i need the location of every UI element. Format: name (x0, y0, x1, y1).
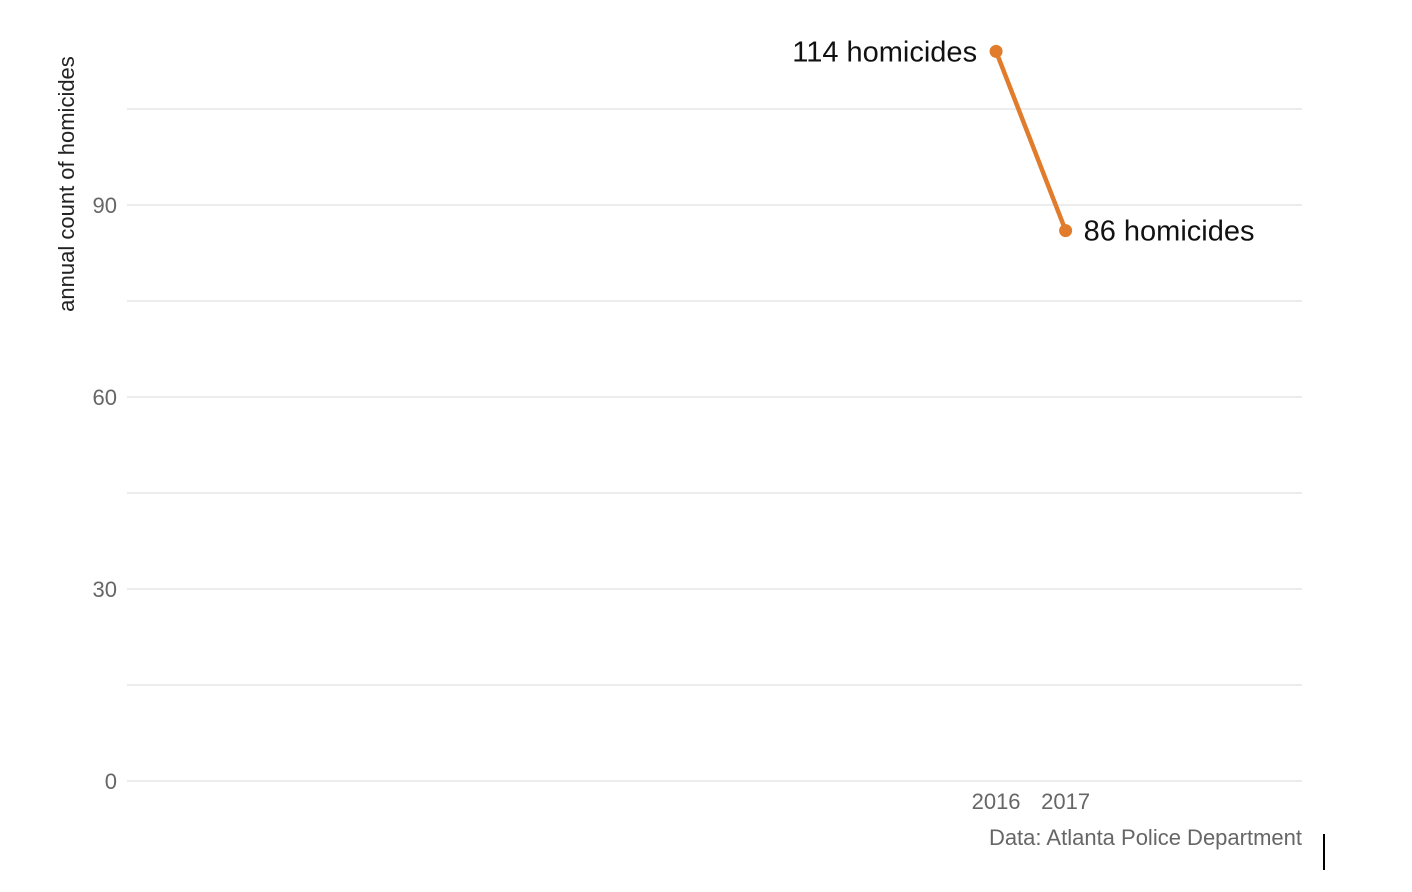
x-tick-label: 2017 (1041, 789, 1090, 814)
x-tick-label: 2016 (972, 789, 1021, 814)
x-axis-ticks: 2016 2017 (972, 789, 1090, 814)
y-axis-title: annual count of homicides (54, 56, 79, 312)
source-note: Data: Atlanta Police Department (989, 825, 1302, 850)
gridlines (127, 108, 1302, 782)
data-point (1059, 224, 1073, 238)
series-group: 114 homicides 86 homicides (792, 36, 1254, 247)
y-tick-label: 90 (93, 193, 117, 218)
y-tick-label: 60 (93, 385, 117, 410)
y-tick-label: 30 (93, 577, 117, 602)
y-tick-label: 0 (105, 769, 117, 794)
data-label: 114 homicides (792, 36, 977, 68)
y-axis-ticks: 0 30 60 90 (93, 193, 117, 794)
data-label: 86 homicides (1084, 216, 1255, 248)
data-point (989, 44, 1003, 58)
series-line (993, 49, 1068, 233)
text-cursor (1323, 834, 1325, 870)
